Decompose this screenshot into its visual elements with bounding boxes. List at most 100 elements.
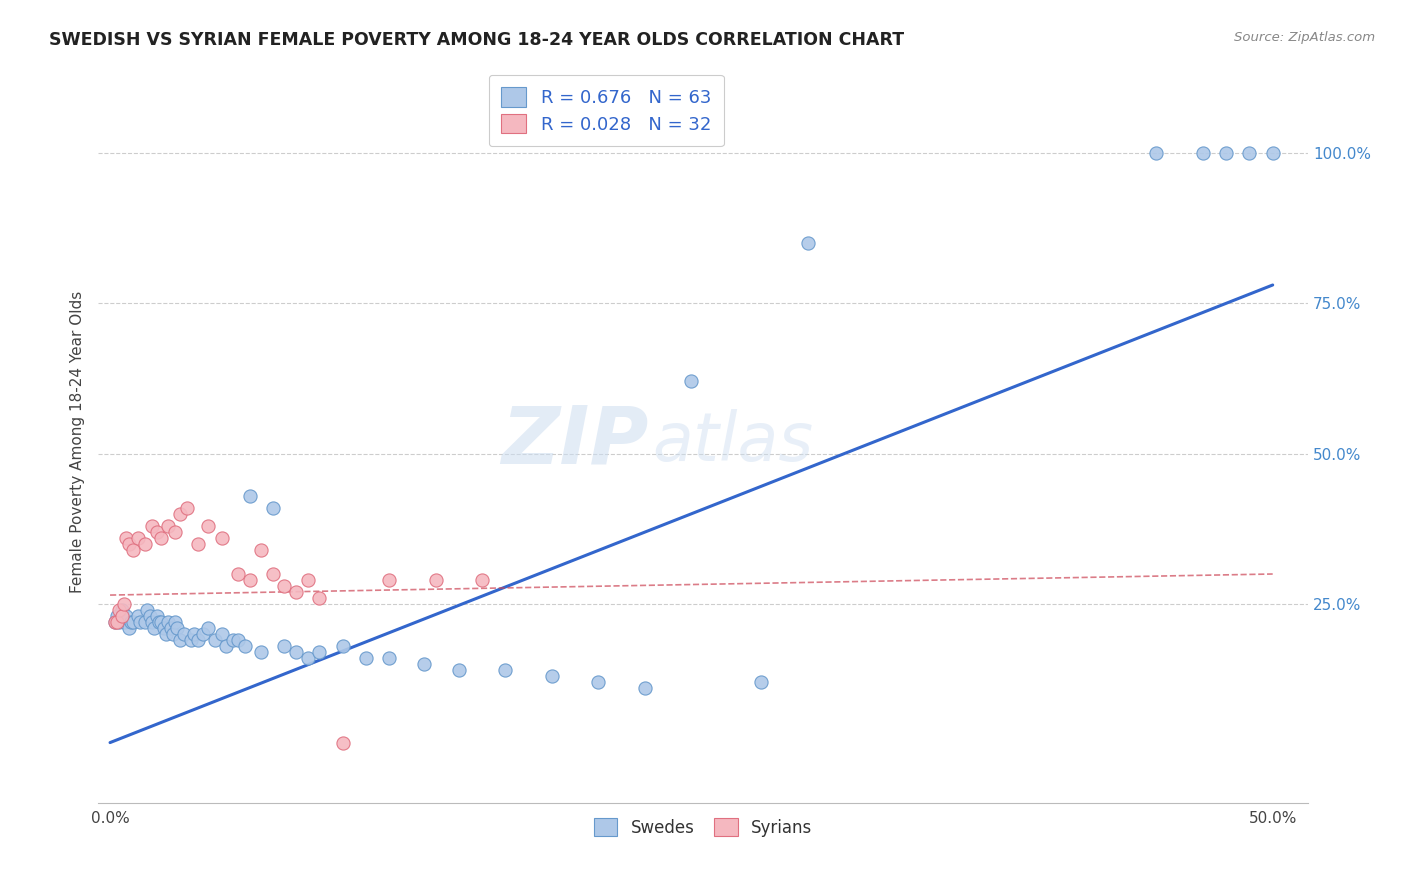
Point [215,639,238,653]
Point [1215,145,1237,160]
Point [354,651,377,665]
Point [165,615,187,630]
Point [211,627,233,641]
Point [115,609,138,624]
Point [143,621,166,635]
Point [285,585,308,599]
Point [141,519,163,533]
Legend: Swedes, Syrians: Swedes, Syrians [585,810,821,845]
Point [104,615,127,630]
Point [226,567,249,582]
Point [145,524,167,539]
Point [152,621,174,635]
Point [239,573,262,587]
Point [197,519,219,533]
Point [176,500,198,515]
Point [796,235,818,250]
Point [108,603,131,617]
Point [1239,145,1261,160]
Point [204,633,226,648]
Point [191,627,214,641]
Point [150,615,173,630]
Point [122,615,145,630]
Point [378,573,401,587]
Y-axis label: Female Poverty Among 18-24 Year Olds: Female Poverty Among 18-24 Year Olds [69,291,84,592]
Point [134,615,156,630]
Point [250,542,273,557]
Point [233,639,256,653]
Point [447,664,470,678]
Point [297,573,319,587]
Point [378,651,401,665]
Text: Source: ZipAtlas.com: Source: ZipAtlas.com [1234,31,1375,45]
Point [308,591,330,606]
Point [749,675,772,690]
Point [471,573,494,587]
Point [105,615,128,630]
Point [136,603,159,617]
Point [162,627,184,641]
Point [127,531,149,545]
Point [104,615,127,630]
Point [105,609,128,624]
Point [285,645,308,659]
Point [115,531,138,545]
Point [145,609,167,624]
Point [332,735,354,749]
Point [169,633,191,648]
Point [1144,145,1167,160]
Point [180,633,202,648]
Point [239,489,262,503]
Point [148,615,170,630]
Point [173,627,195,641]
Point [297,651,319,665]
Point [211,531,233,545]
Text: atlas: atlas [652,409,813,475]
Point [222,633,245,648]
Point [187,633,209,648]
Point [308,645,330,659]
Text: ZIP: ZIP [501,402,648,481]
Point [118,537,141,551]
Point [159,621,181,635]
Point [127,609,149,624]
Point [157,519,180,533]
Point [1192,145,1215,160]
Point [634,681,657,696]
Text: SWEDISH VS SYRIAN FEMALE POVERTY AMONG 18-24 YEAR OLDS CORRELATION CHART: SWEDISH VS SYRIAN FEMALE POVERTY AMONG 1… [49,31,904,49]
Point [273,579,295,593]
Point [120,615,142,630]
Point [262,500,284,515]
Point [111,603,134,617]
Point [187,537,209,551]
Point [273,639,295,653]
Point [250,645,273,659]
Point [165,524,187,539]
Point [112,615,135,630]
Point [112,597,135,611]
Point [262,567,284,582]
Point [169,507,191,521]
Point [681,375,703,389]
Point [540,669,562,683]
Point [226,633,249,648]
Point [197,621,219,635]
Point [332,639,354,653]
Point [155,627,177,641]
Point [134,537,156,551]
Point [150,531,173,545]
Point [1261,145,1284,160]
Point [588,675,610,690]
Point [425,573,447,587]
Point [108,615,131,630]
Point [166,621,188,635]
Point [141,615,163,630]
Point [157,615,180,630]
Point [111,609,134,624]
Point [118,621,141,635]
Point [122,542,145,557]
Point [129,615,152,630]
Point [413,657,436,672]
Point [183,627,205,641]
Point [138,609,160,624]
